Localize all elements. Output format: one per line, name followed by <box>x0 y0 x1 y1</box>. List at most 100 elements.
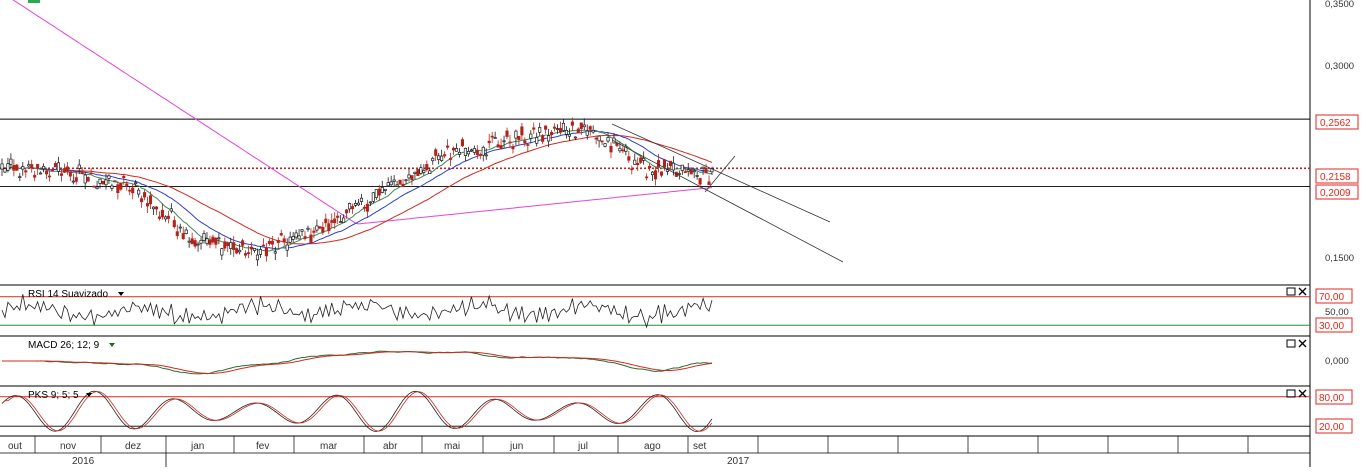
price-box-0-2009 <box>1315 184 1359 200</box>
candle-body <box>502 140 506 143</box>
maximize-icon[interactable] <box>1286 339 1296 348</box>
candle-body <box>558 128 563 133</box>
candle-body <box>220 248 224 256</box>
candle-body <box>487 140 491 144</box>
candle-body <box>704 167 708 174</box>
sma-blue-line <box>1 130 713 250</box>
candle-body <box>321 226 325 233</box>
pks-level-80: 80,00 <box>1319 393 1344 404</box>
macd-title[interactable]: MACD 26; 12; 9 <box>28 340 100 351</box>
caret-down-icon[interactable] <box>118 292 124 296</box>
price-tick-0-3000: 0,3000 <box>1325 61 1354 72</box>
price-panel[interactable] <box>0 0 1310 266</box>
candle-body <box>588 126 592 130</box>
candle-body <box>481 146 485 156</box>
candle-body <box>137 189 141 195</box>
candle-body <box>154 206 159 210</box>
candle-body <box>12 165 16 171</box>
candle-body <box>615 142 619 146</box>
candle-body <box>318 226 322 229</box>
candle-body <box>535 137 539 144</box>
candle-body <box>342 217 346 223</box>
candle-body <box>686 169 690 172</box>
candle-body <box>677 173 681 175</box>
candle-body <box>208 240 212 245</box>
sma-red-line <box>1 134 713 245</box>
candle-body <box>163 216 167 220</box>
candle-body <box>315 225 319 231</box>
caret-down-icon[interactable] <box>86 393 92 397</box>
month-label-mar: mar <box>320 441 338 452</box>
candle-body <box>279 233 283 236</box>
candle-body <box>98 178 102 184</box>
candle-body <box>244 253 248 256</box>
candle-body <box>166 215 170 219</box>
maximize-icon[interactable] <box>1286 389 1296 398</box>
candle-body <box>570 121 574 126</box>
candle-body <box>235 248 239 254</box>
macd-line <box>2 350 713 375</box>
candle-body <box>288 236 292 243</box>
candle-body <box>303 236 307 239</box>
candle-body <box>86 177 90 182</box>
candle-body <box>276 239 280 243</box>
candle-body <box>398 179 402 185</box>
candle-body <box>573 136 577 139</box>
close-icon[interactable] <box>1298 389 1307 398</box>
month-label-ago: ago <box>644 441 661 452</box>
candle-body <box>401 183 405 188</box>
candle-body <box>116 184 120 194</box>
candle-body <box>377 188 381 196</box>
candle-body <box>603 143 607 147</box>
candle-body <box>606 137 610 142</box>
candle-body <box>56 162 60 172</box>
macd-panel-controls <box>1286 339 1307 348</box>
time-axis: out nov dez jan fev mar abr mai jun jul ago set <box>8 436 1249 453</box>
candle-body <box>261 244 265 247</box>
candle-body <box>362 206 366 209</box>
candle-body <box>639 157 643 163</box>
close-icon[interactable] <box>1298 287 1307 296</box>
candle-body <box>645 176 649 179</box>
caret-down-icon[interactable] <box>109 343 115 347</box>
rsi-panel[interactable] <box>0 294 1310 329</box>
maximize-icon[interactable] <box>1286 287 1296 296</box>
pks-panel[interactable] <box>0 390 1310 433</box>
candle-body <box>630 168 634 171</box>
candle-body <box>567 133 571 137</box>
month-label-fev: fev <box>256 441 269 452</box>
candle-body <box>47 175 52 178</box>
candle-body <box>223 241 227 249</box>
candle-body <box>196 243 200 246</box>
trendline-short[interactable] <box>704 155 736 193</box>
candle-body <box>187 240 191 243</box>
trendline-lower[interactable] <box>611 139 844 263</box>
candle-body <box>238 249 242 253</box>
candle-body <box>425 164 429 171</box>
candle-body <box>300 229 304 232</box>
rsi-level-50: 50,00 <box>1325 307 1349 318</box>
candle-body <box>656 160 661 167</box>
candle-body <box>591 129 595 133</box>
close-icon[interactable] <box>1298 339 1307 348</box>
candle-body <box>107 175 111 179</box>
candle-body <box>128 189 132 192</box>
rsi-title[interactable]: RSI 14 Suavizado <box>28 289 108 300</box>
candle-body <box>324 218 328 224</box>
candle-body <box>484 154 488 157</box>
candle-body <box>550 131 554 136</box>
macd-panel[interactable] <box>2 350 713 375</box>
candle-body <box>36 163 40 169</box>
candle-body <box>523 140 527 144</box>
candle-body <box>113 180 117 183</box>
candle-body <box>157 216 161 219</box>
candle-body <box>169 208 173 212</box>
month-label-jun: jun <box>509 441 523 452</box>
pks-title[interactable]: PKS 9; 5; 5 <box>28 390 79 401</box>
rsi-level-70: 70,00 <box>1319 292 1344 303</box>
price-box-0-2562 <box>1315 114 1359 130</box>
candle-body <box>353 203 358 206</box>
candle-body <box>443 154 447 157</box>
candle-body <box>365 203 369 212</box>
